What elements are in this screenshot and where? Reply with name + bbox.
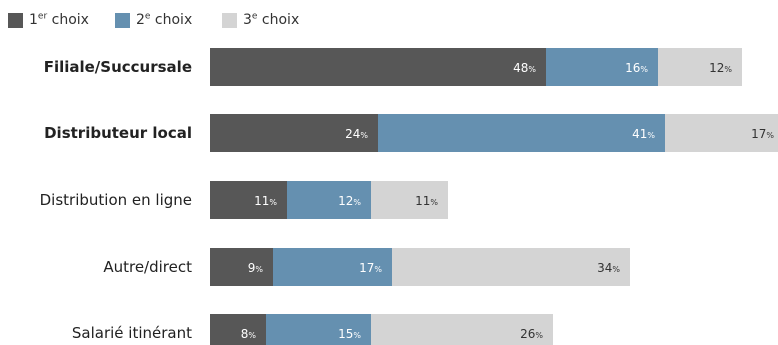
bar-segment <box>210 248 273 286</box>
bar-segment <box>273 248 392 286</box>
category-label: Autre/direct <box>103 258 192 276</box>
category-label: Filiale/Succursale <box>43 58 192 76</box>
bar-segment <box>210 48 546 86</box>
data-label: 12% <box>338 194 361 208</box>
bar-segment <box>378 114 665 152</box>
data-label: 16% <box>625 61 648 75</box>
data-label: 41% <box>632 127 655 141</box>
data-label: 15% <box>338 327 361 341</box>
bar-segment <box>287 181 371 219</box>
data-label: 17% <box>751 127 774 141</box>
bar-segment <box>210 181 287 219</box>
legend-label: 3e choix <box>243 11 300 28</box>
bar-segment <box>371 181 448 219</box>
category-label: Distributeur local <box>44 124 192 142</box>
bar-segment <box>210 314 266 345</box>
data-label: 12% <box>709 61 732 75</box>
bar-segment <box>371 314 553 345</box>
data-label: 9% <box>248 261 264 275</box>
data-label: 34% <box>597 261 620 275</box>
bar-segment <box>210 114 378 152</box>
legend-item-2: 2e choix <box>115 11 192 29</box>
category-label: Salarié itinérant <box>71 324 192 342</box>
bar-segment <box>665 114 778 152</box>
data-label: 24% <box>345 127 368 141</box>
data-label: 11% <box>415 194 438 208</box>
legend-label: 1er choix <box>29 11 89 28</box>
data-label: 17% <box>359 261 382 275</box>
data-label: 8% <box>241 327 257 341</box>
bar-segment <box>266 314 371 345</box>
bar-segment <box>546 48 658 86</box>
legend-item-1: 1er choix <box>8 11 89 29</box>
legend-swatch <box>115 12 130 28</box>
legend-item-3: 3e choix <box>222 11 299 29</box>
category-label: Distribution en ligne <box>39 191 192 209</box>
legend-swatch <box>8 12 23 28</box>
bar-segment <box>392 248 630 286</box>
legend-swatch <box>222 12 237 28</box>
chart-legend: 1er choix 2e choix 3e choix <box>0 0 778 40</box>
legend-label: 2e choix <box>136 11 193 28</box>
data-label: 11% <box>254 194 277 208</box>
bar-segment <box>658 48 742 86</box>
data-label: 48% <box>513 61 536 75</box>
data-label: 26% <box>520 327 543 341</box>
